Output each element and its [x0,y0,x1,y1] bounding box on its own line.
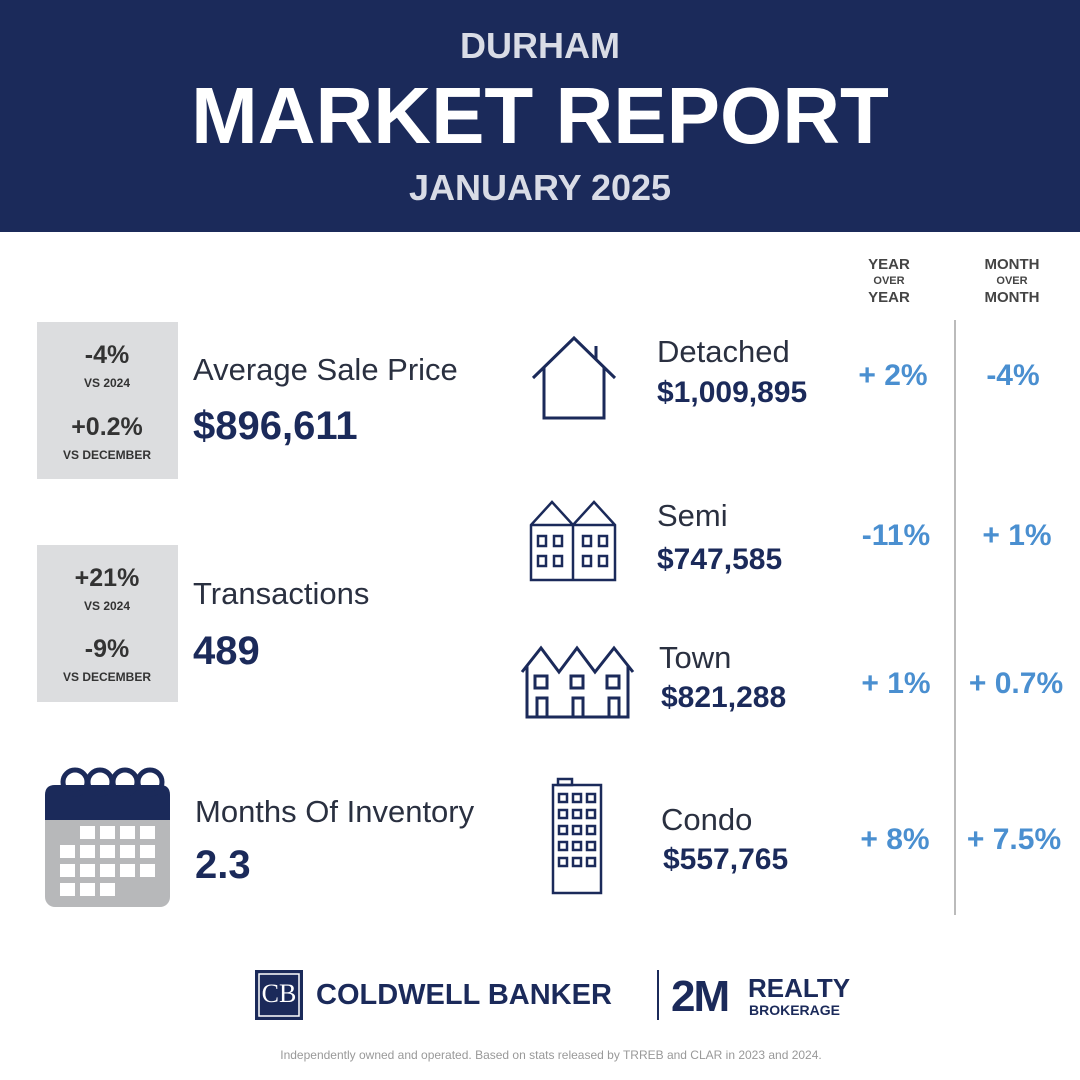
stat-label: Average Sale Price [193,352,458,387]
period: JANUARY 2025 [408,167,672,208]
change-value: +0.2% [71,413,143,441]
mom-change: + 0.7% [968,667,1064,700]
logo-mark: CB [261,979,297,1008]
column-header: YEAR [868,256,910,273]
partner-line: BROKERAGE [749,1002,841,1018]
stat-value: 489 [193,629,260,673]
change-value: -9% [84,635,130,663]
property-price: $747,585 [657,543,783,576]
property-price: $821,288 [661,681,787,714]
header-band [0,0,1080,232]
column-header: OVER [873,275,905,287]
brand: COLDWELL BANKER [316,979,612,1011]
yoy-change: -11% [861,519,931,552]
mom-change: -4% [986,359,1040,392]
change-box [37,322,178,479]
title: MARKET REPORT [191,71,889,160]
yoy-change: + 1% [861,667,931,700]
property-name: Town [659,640,732,675]
property-name: Detached [657,334,790,369]
yoy-change: + 8% [860,823,930,856]
column-header: MONTH [984,289,1040,306]
logo-frame [258,973,300,1017]
change-basis: VS DECEMBER [62,448,152,462]
change-box [37,545,178,702]
change-basis: VS 2024 [83,376,131,390]
partner: 2M [671,972,730,1021]
change-basis: VS DECEMBER [62,670,152,684]
region: DURHAM [460,25,620,66]
town-icon [520,645,635,719]
house-icon [531,335,617,420]
yoy-change: + 2% [858,359,928,392]
partner-line: REALTY [748,973,851,1003]
column-header: MONTH [984,256,1040,273]
stat-value: $896,611 [193,404,358,448]
change-value: -4% [84,341,130,369]
property-name: Condo [661,802,753,837]
condo-icon [551,777,603,895]
column-header: YEAR [868,289,910,306]
mom-change: + 7.5% [966,823,1062,856]
change-basis: VS 2024 [83,599,131,613]
column-header: OVER [996,275,1028,287]
semi-icon [529,500,617,582]
property-price: $1,009,895 [657,376,808,409]
stat-label: Months Of Inventory [195,794,475,829]
change-value: +21% [74,564,140,592]
calendar-icon [45,767,170,907]
logo-box [255,970,303,1020]
mom-change: + 1% [982,519,1052,552]
stat-value: 2.3 [195,843,251,887]
property-name: Semi [657,498,728,533]
property-price: $557,765 [663,843,789,876]
disclaimer: Independently owned and operated. Based … [280,1048,822,1062]
stat-label: Transactions [193,576,370,611]
